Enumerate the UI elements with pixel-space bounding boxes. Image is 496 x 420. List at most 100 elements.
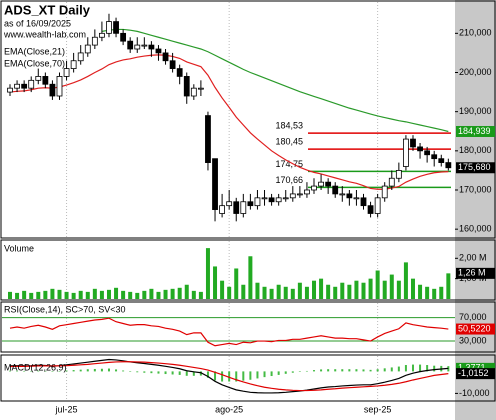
volume-bar [354,280,359,299]
candle-body [282,197,289,200]
candle-body [7,87,13,93]
candle-body [261,197,268,200]
histogram-bar [291,371,294,373]
volume-bar [99,290,104,299]
histogram-bar [164,371,167,375]
candle-body [360,197,367,207]
volume-bar [361,282,366,299]
volume-bar [50,288,55,299]
volume-bar [149,288,154,299]
candle-body [212,158,218,210]
candle-body [417,146,423,152]
histogram-bar [30,370,33,372]
volume-bar [15,292,20,299]
value-label: 50,5220 [458,323,491,333]
indicator-line [101,28,449,133]
legend-entry: EMA(Close,70) [4,58,65,68]
y-tick-label: 200,000 [459,67,492,77]
candle-body [431,154,438,160]
histogram-bar [65,370,68,372]
histogram-bar [16,370,19,372]
histogram-bar [171,371,174,375]
candle-body [35,76,42,81]
candle-body [197,87,204,90]
candle-body [339,193,346,196]
volume-bar [368,278,373,299]
volume-bar [92,288,97,299]
volume-bar [114,287,119,299]
histogram-bar [100,368,103,372]
value-label: 175,680 [458,162,491,172]
volume-bar [255,282,260,299]
volume-bar [262,286,267,299]
candle-body [296,193,303,196]
histogram-bar [51,371,54,372]
y-tick-label: 180,000 [459,145,492,155]
histogram-bar [298,371,301,372]
volume-bar [340,282,345,299]
histogram-bar [235,371,238,382]
histogram-bar [355,369,358,372]
candle-body [424,150,431,156]
volume-bar [389,274,394,299]
volume-bar [446,273,451,299]
histogram-bar [185,371,188,376]
volume-bar [191,290,196,299]
candle-body [254,197,261,207]
histogram-bar [270,371,273,377]
value-label: 1,26 M [458,268,486,278]
indicator-line [9,54,449,190]
candle-body [14,83,20,89]
histogram-bar [341,369,344,372]
candle-body [190,87,197,97]
source: www.wealth-lab.com [3,29,86,39]
histogram-bar [362,369,365,372]
volume-bar [432,288,437,299]
histogram-bar [263,371,266,378]
candle-body [410,138,416,148]
axis-background [455,0,496,420]
candle-body [367,205,374,214]
candle-body [275,197,282,203]
candle-body [395,170,402,179]
candle-body [63,68,70,77]
candle-body [84,44,91,54]
volume-bar [198,291,203,299]
value-label-box [456,162,495,174]
y-tick-label: -10,000 [459,388,490,398]
volume-bar [29,292,34,299]
histogram-bar [199,371,202,376]
candle-body [162,52,169,62]
candle-body [318,181,324,187]
histogram-bar [86,369,89,372]
candle-body [346,193,353,199]
volume-bar [347,284,352,299]
candle-body [56,76,63,97]
indicator-line [9,361,449,392]
histogram-bar [58,371,61,372]
volume-bar [78,290,83,299]
value-label-box [456,125,495,137]
histogram-bar [23,370,26,372]
histogram-bar [390,367,393,372]
value-label-box [456,267,495,279]
histogram-bar [72,370,75,372]
volume-bar [71,292,76,299]
value-label-box [456,323,495,335]
candle-body [169,60,176,69]
candle-body [438,158,445,163]
value-label: -1,0152 [458,368,489,378]
x-tick-label: jul-25 [55,404,78,414]
level-label: 170,66 [275,175,303,185]
level-label: 174,75 [275,159,303,169]
candle-body [247,201,254,207]
candle-body [381,185,388,199]
volume-bar [241,284,246,299]
volume-bar [319,278,324,299]
volume-bar [43,290,48,299]
y-tick-label: 160,000 [459,224,492,234]
volume-bar [135,292,140,299]
y-tick-label: 210,000 [459,28,492,38]
volume-bar [64,291,69,299]
